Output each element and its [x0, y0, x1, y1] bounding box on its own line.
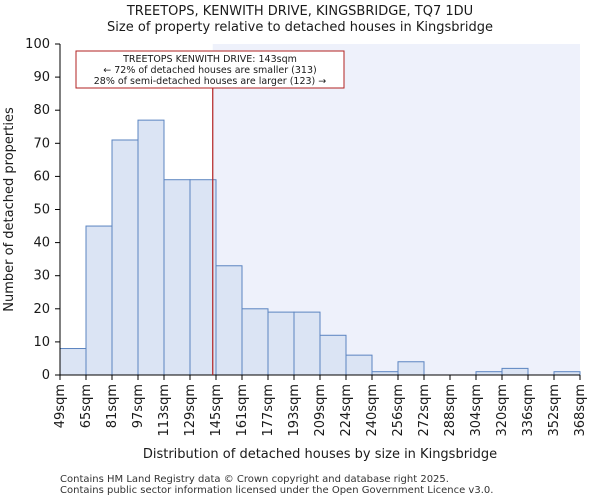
x-tick-label: 336sqm [521, 384, 536, 437]
x-tick-label: 145sqm [209, 384, 224, 437]
histogram-bar [111, 139, 139, 376]
annotation-box: TREETOPS KENWITH DRIVE: 143sqm← 72% of d… [75, 50, 345, 89]
histogram-bar [241, 308, 269, 376]
footer-licence: Contains public sector information licen… [60, 485, 494, 496]
x-tick-label: 97sqm [131, 384, 146, 428]
histogram-bar [397, 361, 425, 376]
y-tick-label: 80 [33, 103, 50, 118]
annotation-frame [75, 50, 345, 89]
annotation-smaller: ← 72% of detached houses are smaller (31… [103, 65, 316, 76]
histogram-bar [293, 311, 321, 376]
histogram-bar [215, 265, 243, 376]
y-tick-label: 50 [33, 203, 50, 218]
x-tick-label: 304sqm [469, 384, 484, 437]
y-tick-label: 30 [33, 269, 50, 284]
y-tick-label: 0 [42, 368, 50, 383]
footer-copyright: Contains HM Land Registry data © Crown c… [60, 474, 449, 485]
histogram-bar [319, 334, 347, 376]
histogram-bar [137, 119, 165, 376]
x-tick-label: 65sqm [79, 384, 94, 428]
annotation-larger: 28% of semi-detached houses are larger (… [94, 76, 327, 87]
y-tick-label: 90 [33, 70, 50, 85]
y-tick-label: 10 [33, 335, 50, 350]
x-axis: 49sqm 65sqm 81sqm 97sqm 113sqm 129sqm 145sqm 16… [53, 374, 588, 437]
x-tick-label: 177sqm [261, 384, 276, 437]
histogram-bar [59, 348, 87, 376]
x-tick-label: 272sqm [417, 384, 432, 437]
x-tick-label: 320sqm [495, 384, 510, 437]
x-tick-label: 49sqm [53, 384, 68, 428]
x-tick-label: 113sqm [157, 384, 172, 437]
histogram-bar [501, 367, 529, 376]
x-tick-label: 288sqm [443, 384, 458, 437]
x-axis-label: Distribution of detached houses by size … [143, 447, 497, 462]
y-axis: 0 10 20 30 40 50 60 70 80 90 100 [25, 37, 61, 383]
annotation-title: TREETOPS KENWITH DRIVE: 143sqm [122, 54, 297, 65]
x-tick-label: 256sqm [391, 384, 406, 437]
histogram-bar [85, 225, 113, 376]
y-tick-label: 20 [33, 302, 50, 317]
y-tick-label: 40 [33, 236, 50, 251]
bars-group [59, 119, 581, 376]
x-tick-label: 209sqm [313, 384, 328, 437]
x-tick-label: 193sqm [287, 384, 302, 437]
y-axis-label: Number of detached properties [2, 107, 17, 312]
chart-title: TREETOPS, KENWITH DRIVE, KINGSBRIDGE, TQ… [126, 4, 474, 19]
histogram-bar [189, 179, 217, 376]
x-tick-label: 224sqm [339, 384, 354, 437]
x-tick-label: 240sqm [365, 384, 380, 437]
x-tick-label: 161sqm [235, 384, 250, 437]
y-tick-label: 70 [33, 136, 50, 151]
chart-subtitle: Size of property relative to detached ho… [107, 20, 493, 35]
histogram-bar [267, 311, 295, 376]
y-tick-label: 60 [33, 169, 50, 184]
y-tick-label: 100 [25, 37, 50, 52]
histogram-bar [345, 354, 373, 376]
x-tick-label: 352sqm [547, 384, 562, 437]
x-tick-label: 368sqm [573, 384, 588, 437]
histogram-bar [163, 179, 191, 376]
x-tick-label: 129sqm [183, 384, 198, 437]
x-tick-label: 81sqm [105, 384, 120, 428]
